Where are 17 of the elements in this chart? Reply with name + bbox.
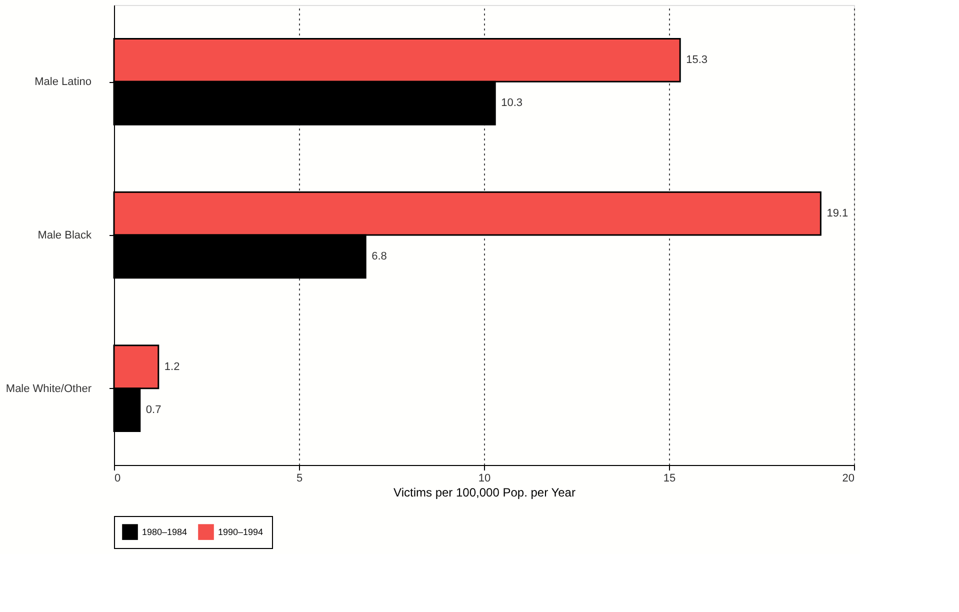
legend-label: 1990–1994 [218,527,264,538]
data-label: 15.3 [686,54,708,66]
x-tick-label: 15 [663,472,676,484]
legend-label: 1980–1984 [142,527,188,538]
data-label: 1.2 [164,360,180,373]
data-label: 0.7 [146,404,162,416]
data-label: 19.1 [826,208,848,220]
data-label: 6.8 [372,250,387,262]
x-tick-label: 5 [296,472,303,484]
x-tick-label: 20 [842,472,854,484]
y-tick-label: Male Latino [34,76,92,88]
x-tick-label: 0 [114,472,121,484]
y-tick-label: Male Black [38,230,92,242]
x-axis-title: Victims per 100,000 Pop. per Year [394,486,576,500]
y-tick-label: Male White/Other [6,382,92,395]
data-label: 10.3 [501,97,523,110]
x-tick-label: 10 [478,472,491,484]
